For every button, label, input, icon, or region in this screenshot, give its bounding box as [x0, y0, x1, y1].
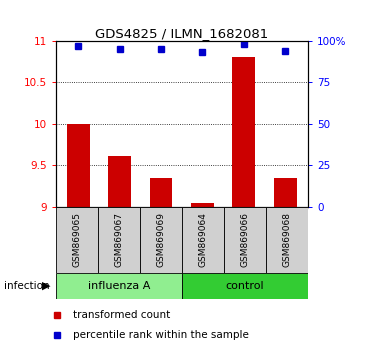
Text: percentile rank within the sample: percentile rank within the sample [73, 330, 249, 339]
Text: control: control [226, 281, 264, 291]
Text: ▶: ▶ [42, 281, 50, 291]
Bar [56, 273, 182, 299]
Bar [266, 207, 308, 273]
Bar [182, 273, 308, 299]
Bar [233, 57, 255, 207]
Text: GSM869064: GSM869064 [198, 212, 207, 267]
Text: transformed count: transformed count [73, 309, 170, 320]
Title: GDS4825 / ILMN_1682081: GDS4825 / ILMN_1682081 [95, 27, 268, 40]
Bar [140, 207, 182, 273]
Text: GSM869065: GSM869065 [72, 212, 81, 267]
Bar [56, 207, 98, 273]
Text: GSM869067: GSM869067 [114, 212, 123, 267]
Text: GSM869066: GSM869066 [240, 212, 249, 267]
Bar [274, 178, 296, 207]
Bar [150, 178, 173, 207]
Text: GSM869068: GSM869068 [282, 212, 291, 267]
Bar [67, 124, 90, 207]
Text: influenza A: influenza A [88, 281, 150, 291]
Bar [191, 203, 214, 207]
Bar [108, 155, 131, 207]
Text: infection: infection [4, 281, 49, 291]
Text: GSM869069: GSM869069 [156, 212, 165, 267]
Bar [182, 207, 224, 273]
Bar [224, 207, 266, 273]
Bar [98, 207, 140, 273]
